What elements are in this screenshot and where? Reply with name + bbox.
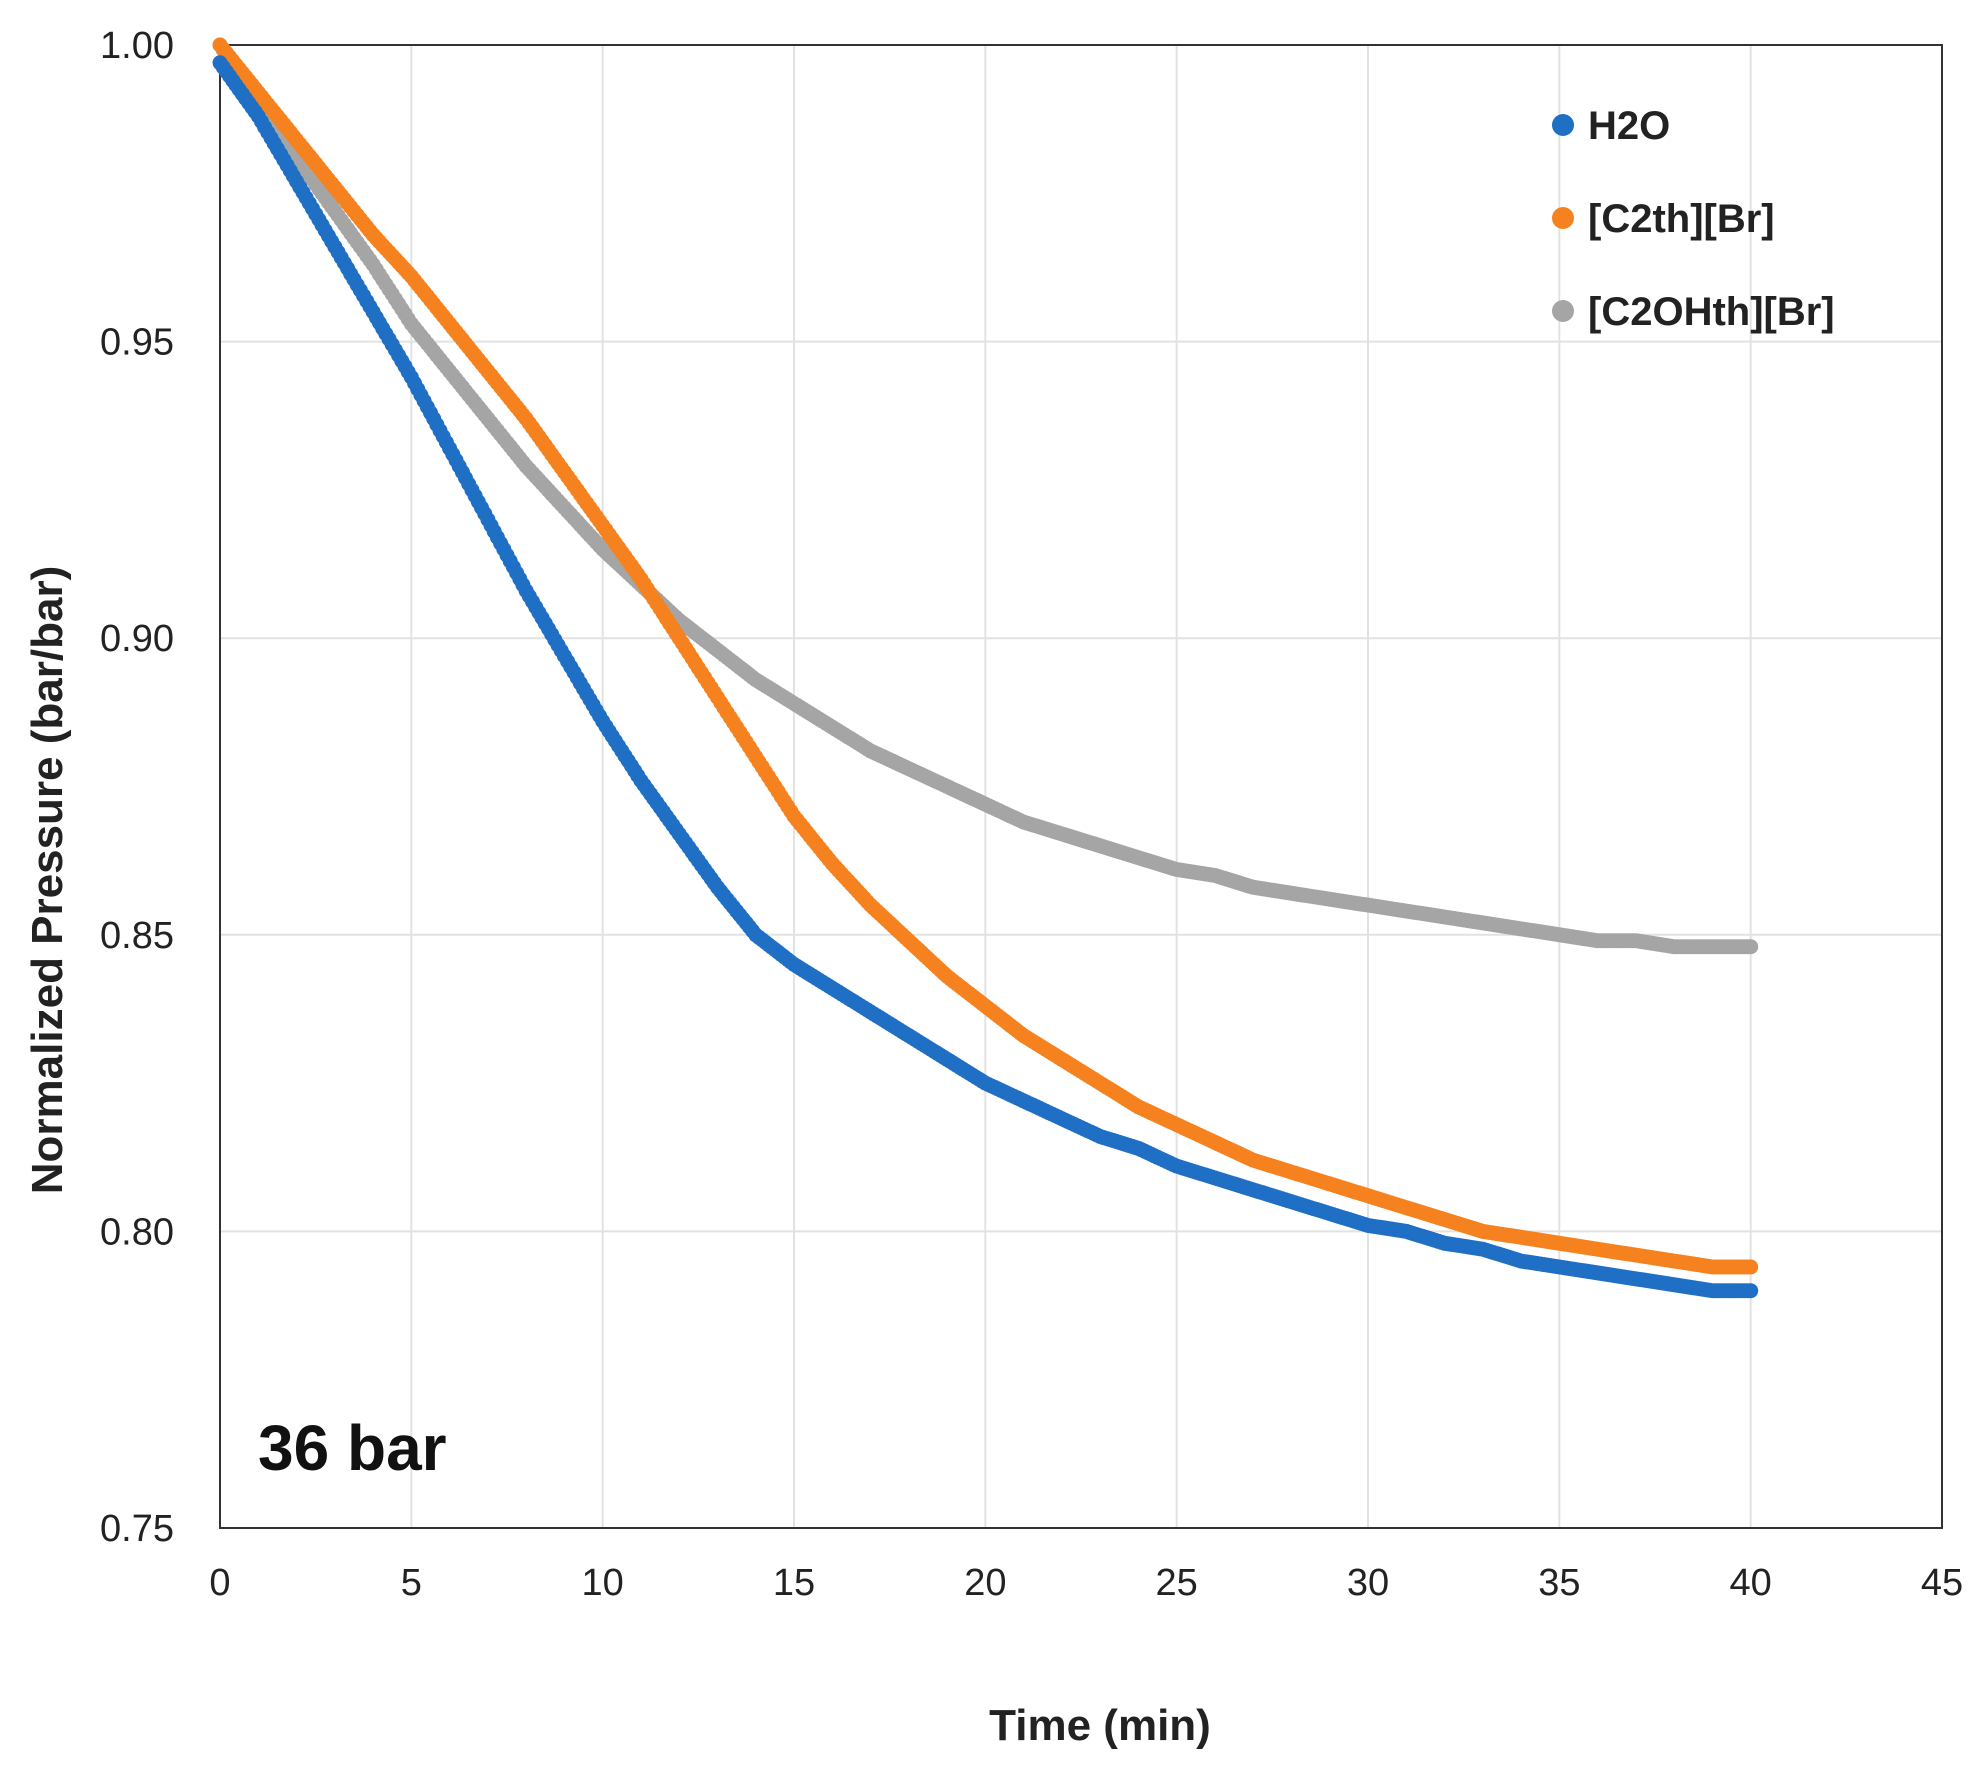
y-axis-ticks: 0.75 0.80 0.85 0.90 0.95 1.00 xyxy=(100,25,174,1550)
y-tick-label: 0.80 xyxy=(100,1211,174,1253)
y-tick-label: 0.95 xyxy=(100,322,174,364)
y-tick-label: 0.75 xyxy=(100,1508,174,1550)
legend-marker xyxy=(1552,300,1574,322)
series-1 xyxy=(212,37,1759,1275)
x-tick-label: 40 xyxy=(1730,1562,1772,1604)
y-tick-label: 0.85 xyxy=(100,915,174,957)
x-tick-label: 20 xyxy=(964,1562,1006,1604)
y-tick-label: 1.00 xyxy=(100,25,174,67)
y-axis-title: Normalized Pressure (bar/bar) xyxy=(23,566,72,1194)
x-tick-label: 5 xyxy=(401,1562,422,1604)
series-0 xyxy=(212,55,1759,1299)
pressure-annotation: 36 bar xyxy=(258,1412,447,1484)
x-axis-title: Time (min) xyxy=(989,1701,1211,1750)
series-layer xyxy=(212,37,1759,1299)
data-point xyxy=(1743,939,1759,955)
x-tick-label: 35 xyxy=(1538,1562,1580,1604)
y-tick-label: 0.90 xyxy=(100,618,174,660)
legend-label: [C2th][Br] xyxy=(1588,197,1775,241)
data-point xyxy=(1743,1283,1759,1299)
x-tick-label: 45 xyxy=(1921,1562,1963,1604)
legend-label: H2O xyxy=(1588,104,1670,148)
legend-marker xyxy=(1552,207,1574,229)
plot-area-frame xyxy=(219,44,1943,1529)
legend-marker xyxy=(1552,114,1574,136)
legend: H2O [C2th][Br] [C2OHth][Br] xyxy=(1552,104,1835,334)
x-tick-label: 15 xyxy=(773,1562,815,1604)
legend-label: [C2OHth][Br] xyxy=(1588,290,1835,334)
data-point xyxy=(1743,1259,1759,1275)
x-tick-label: 10 xyxy=(582,1562,624,1604)
x-tick-label: 0 xyxy=(209,1562,230,1604)
x-tick-label: 30 xyxy=(1347,1562,1389,1604)
x-tick-label: 25 xyxy=(1156,1562,1198,1604)
x-axis-ticks: 0 5 10 15 20 25 30 35 40 45 xyxy=(209,1562,1963,1604)
